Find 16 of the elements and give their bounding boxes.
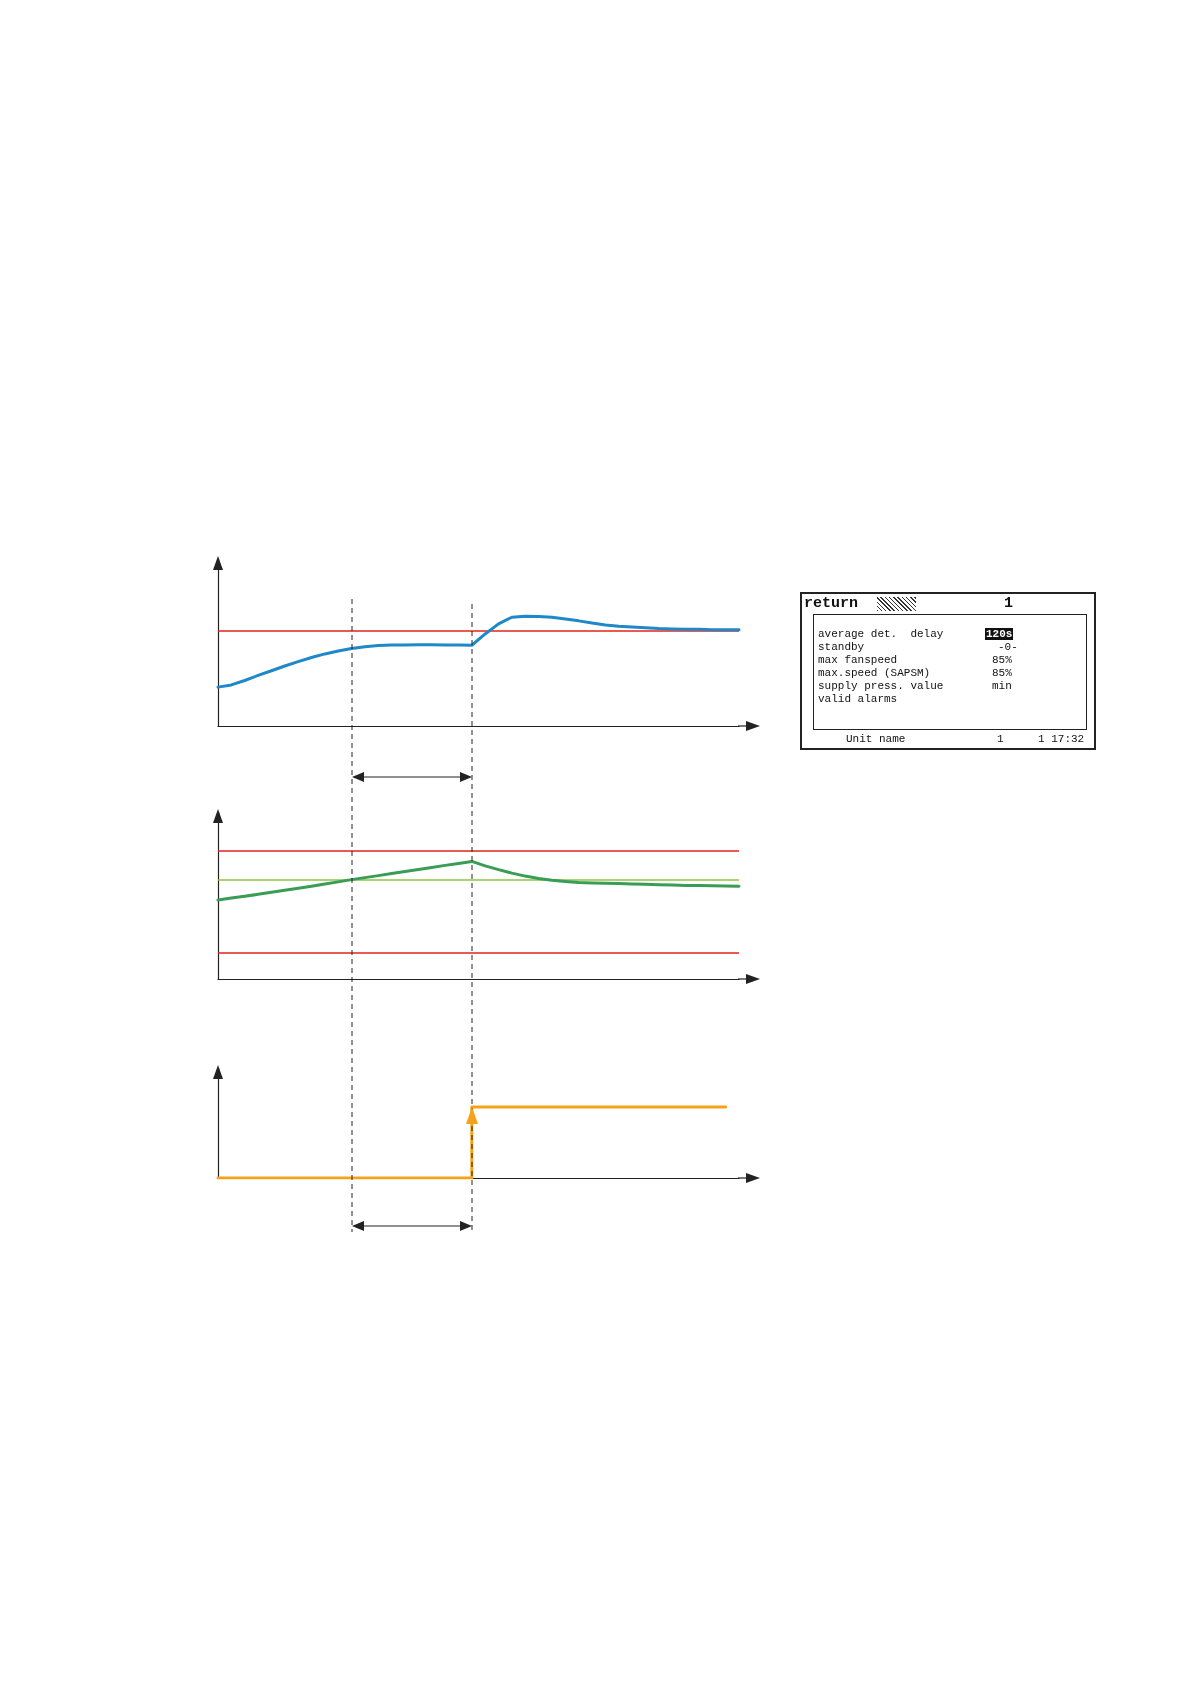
text: -0- <box>998 641 1018 653</box>
text: Unit name <box>846 733 906 745</box>
text: average det. delay <box>818 628 944 640</box>
text: min <box>992 680 1012 692</box>
text: valid alarms <box>818 693 898 705</box>
text: standby <box>818 641 865 653</box>
text: supply press. value <box>818 680 944 692</box>
text: 120s <box>985 628 1014 640</box>
text: 1 17:32 <box>1038 733 1085 745</box>
text: max fanspeed <box>818 654 898 666</box>
text: max.speed (SAPSM) <box>818 667 931 679</box>
text: 1 <box>997 733 1004 745</box>
text: return <box>804 595 859 612</box>
text: 1 <box>1004 595 1014 612</box>
text: 85% <box>992 654 1012 666</box>
text: 85% <box>992 667 1012 679</box>
